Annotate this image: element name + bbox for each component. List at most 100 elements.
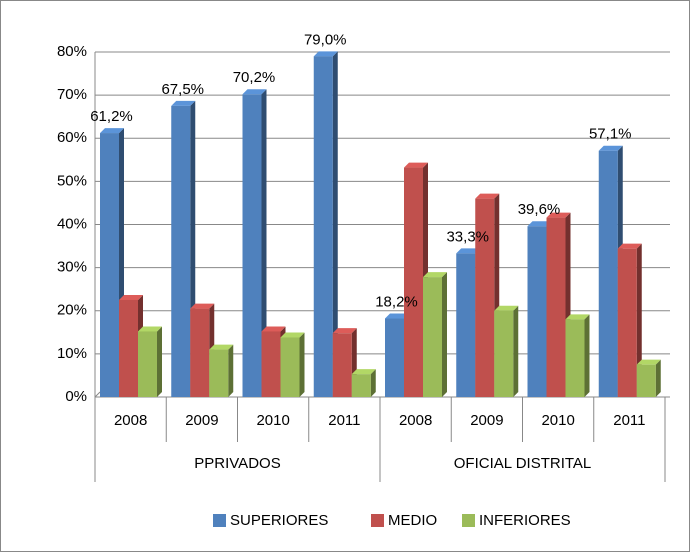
bar-top [209, 344, 234, 350]
bar [280, 332, 305, 397]
data-label: 33,3% [446, 228, 489, 245]
bar-side [636, 243, 642, 397]
bar-face [456, 253, 476, 397]
bar-top [494, 305, 519, 311]
bar-top [138, 326, 162, 332]
y-tick-label: 20% [57, 302, 87, 319]
data-label: 70,2% [233, 69, 276, 86]
y-tick-label: 40% [57, 215, 87, 232]
y-tick-label: 60% [57, 129, 87, 146]
bar-face [546, 217, 566, 397]
bar-side [442, 272, 447, 397]
bar-top [242, 89, 267, 95]
bar-top [475, 193, 500, 199]
legend-label: MEDIO [388, 512, 437, 529]
bar-face [261, 331, 281, 397]
bar-top [280, 332, 305, 338]
group-label: OFICIAL DISTRITAL [454, 455, 592, 472]
bar-top [456, 248, 481, 254]
legend-label: SUPERIORES [230, 512, 328, 529]
group-label: PPRIVADOS [194, 455, 280, 472]
bar-face [527, 226, 547, 397]
bar-face [636, 364, 656, 397]
y-tick-label: 0% [65, 388, 87, 405]
data-label: 39,6% [518, 201, 561, 218]
bar-side [228, 344, 234, 397]
bar-face [171, 105, 191, 397]
bar-face [385, 318, 404, 397]
bar-side [332, 51, 338, 397]
data-label: 67,5% [161, 81, 204, 98]
bar [209, 344, 234, 397]
legend-swatch [371, 514, 384, 527]
bar-top [546, 212, 571, 218]
x-tick-label: 2010 [256, 412, 289, 429]
bar-face [475, 198, 495, 397]
bar-top [100, 128, 124, 134]
wall-edge [94, 391, 101, 398]
y-tick-label: 80% [57, 43, 87, 60]
bar-top [617, 243, 642, 249]
legend-label: INFERIORES [479, 512, 571, 529]
bar-side [299, 332, 305, 397]
bar-face [494, 310, 514, 397]
bar-side [261, 89, 267, 397]
data-label: 79,0% [304, 31, 347, 48]
x-tick-label: 2011 [328, 412, 360, 429]
x-tick-label: 2008 [114, 412, 147, 429]
bar-face [404, 167, 423, 397]
data-label: 18,2% [375, 293, 418, 310]
bar-face [280, 337, 300, 397]
bar-side [370, 369, 376, 397]
bar-side [655, 359, 661, 397]
data-label: 57,1% [589, 126, 632, 143]
bar [351, 369, 376, 397]
bar-side [584, 314, 590, 397]
bar-top [261, 326, 286, 332]
bar-top [313, 51, 338, 57]
y-tick-label: 10% [57, 345, 87, 362]
bar-face [313, 56, 333, 397]
bar-top [332, 328, 357, 334]
bar [617, 243, 642, 397]
x-tick-label: 2009 [470, 412, 503, 429]
bar-top [565, 314, 590, 320]
bar-face [617, 248, 637, 397]
y-tick-label: 30% [57, 259, 87, 276]
x-tick-label: 2011 [613, 412, 645, 429]
bar-face [423, 277, 442, 397]
bar-top [527, 221, 552, 227]
bar [565, 314, 590, 397]
bar-top [385, 313, 409, 319]
bar-face [119, 299, 138, 397]
bar [138, 326, 162, 397]
bar [423, 272, 447, 397]
bar-top [598, 145, 623, 151]
bar-face [209, 349, 229, 397]
bar-face [138, 331, 157, 397]
bar-face [332, 333, 352, 397]
x-tick-label: 2010 [541, 412, 574, 429]
bar-top [351, 369, 376, 375]
bar-side [157, 326, 162, 397]
bar-face [100, 133, 119, 397]
bar-side [513, 305, 519, 397]
bar-top [171, 100, 196, 106]
y-tick-label: 70% [57, 86, 87, 103]
legend-swatch [462, 514, 475, 527]
bar-top [404, 162, 428, 168]
bar-face [565, 319, 585, 397]
bar-top [190, 303, 215, 309]
x-tick-label: 2008 [399, 412, 432, 429]
data-label: 61,2% [90, 108, 133, 125]
bar [242, 89, 267, 397]
y-tick-label: 50% [57, 172, 87, 189]
bar-face [242, 94, 262, 397]
x-tick-label: 2009 [185, 412, 218, 429]
bar-face [598, 150, 618, 397]
bar-face [351, 374, 371, 397]
legend-swatch [213, 514, 226, 527]
bar [636, 359, 661, 397]
bar-top [119, 294, 143, 300]
